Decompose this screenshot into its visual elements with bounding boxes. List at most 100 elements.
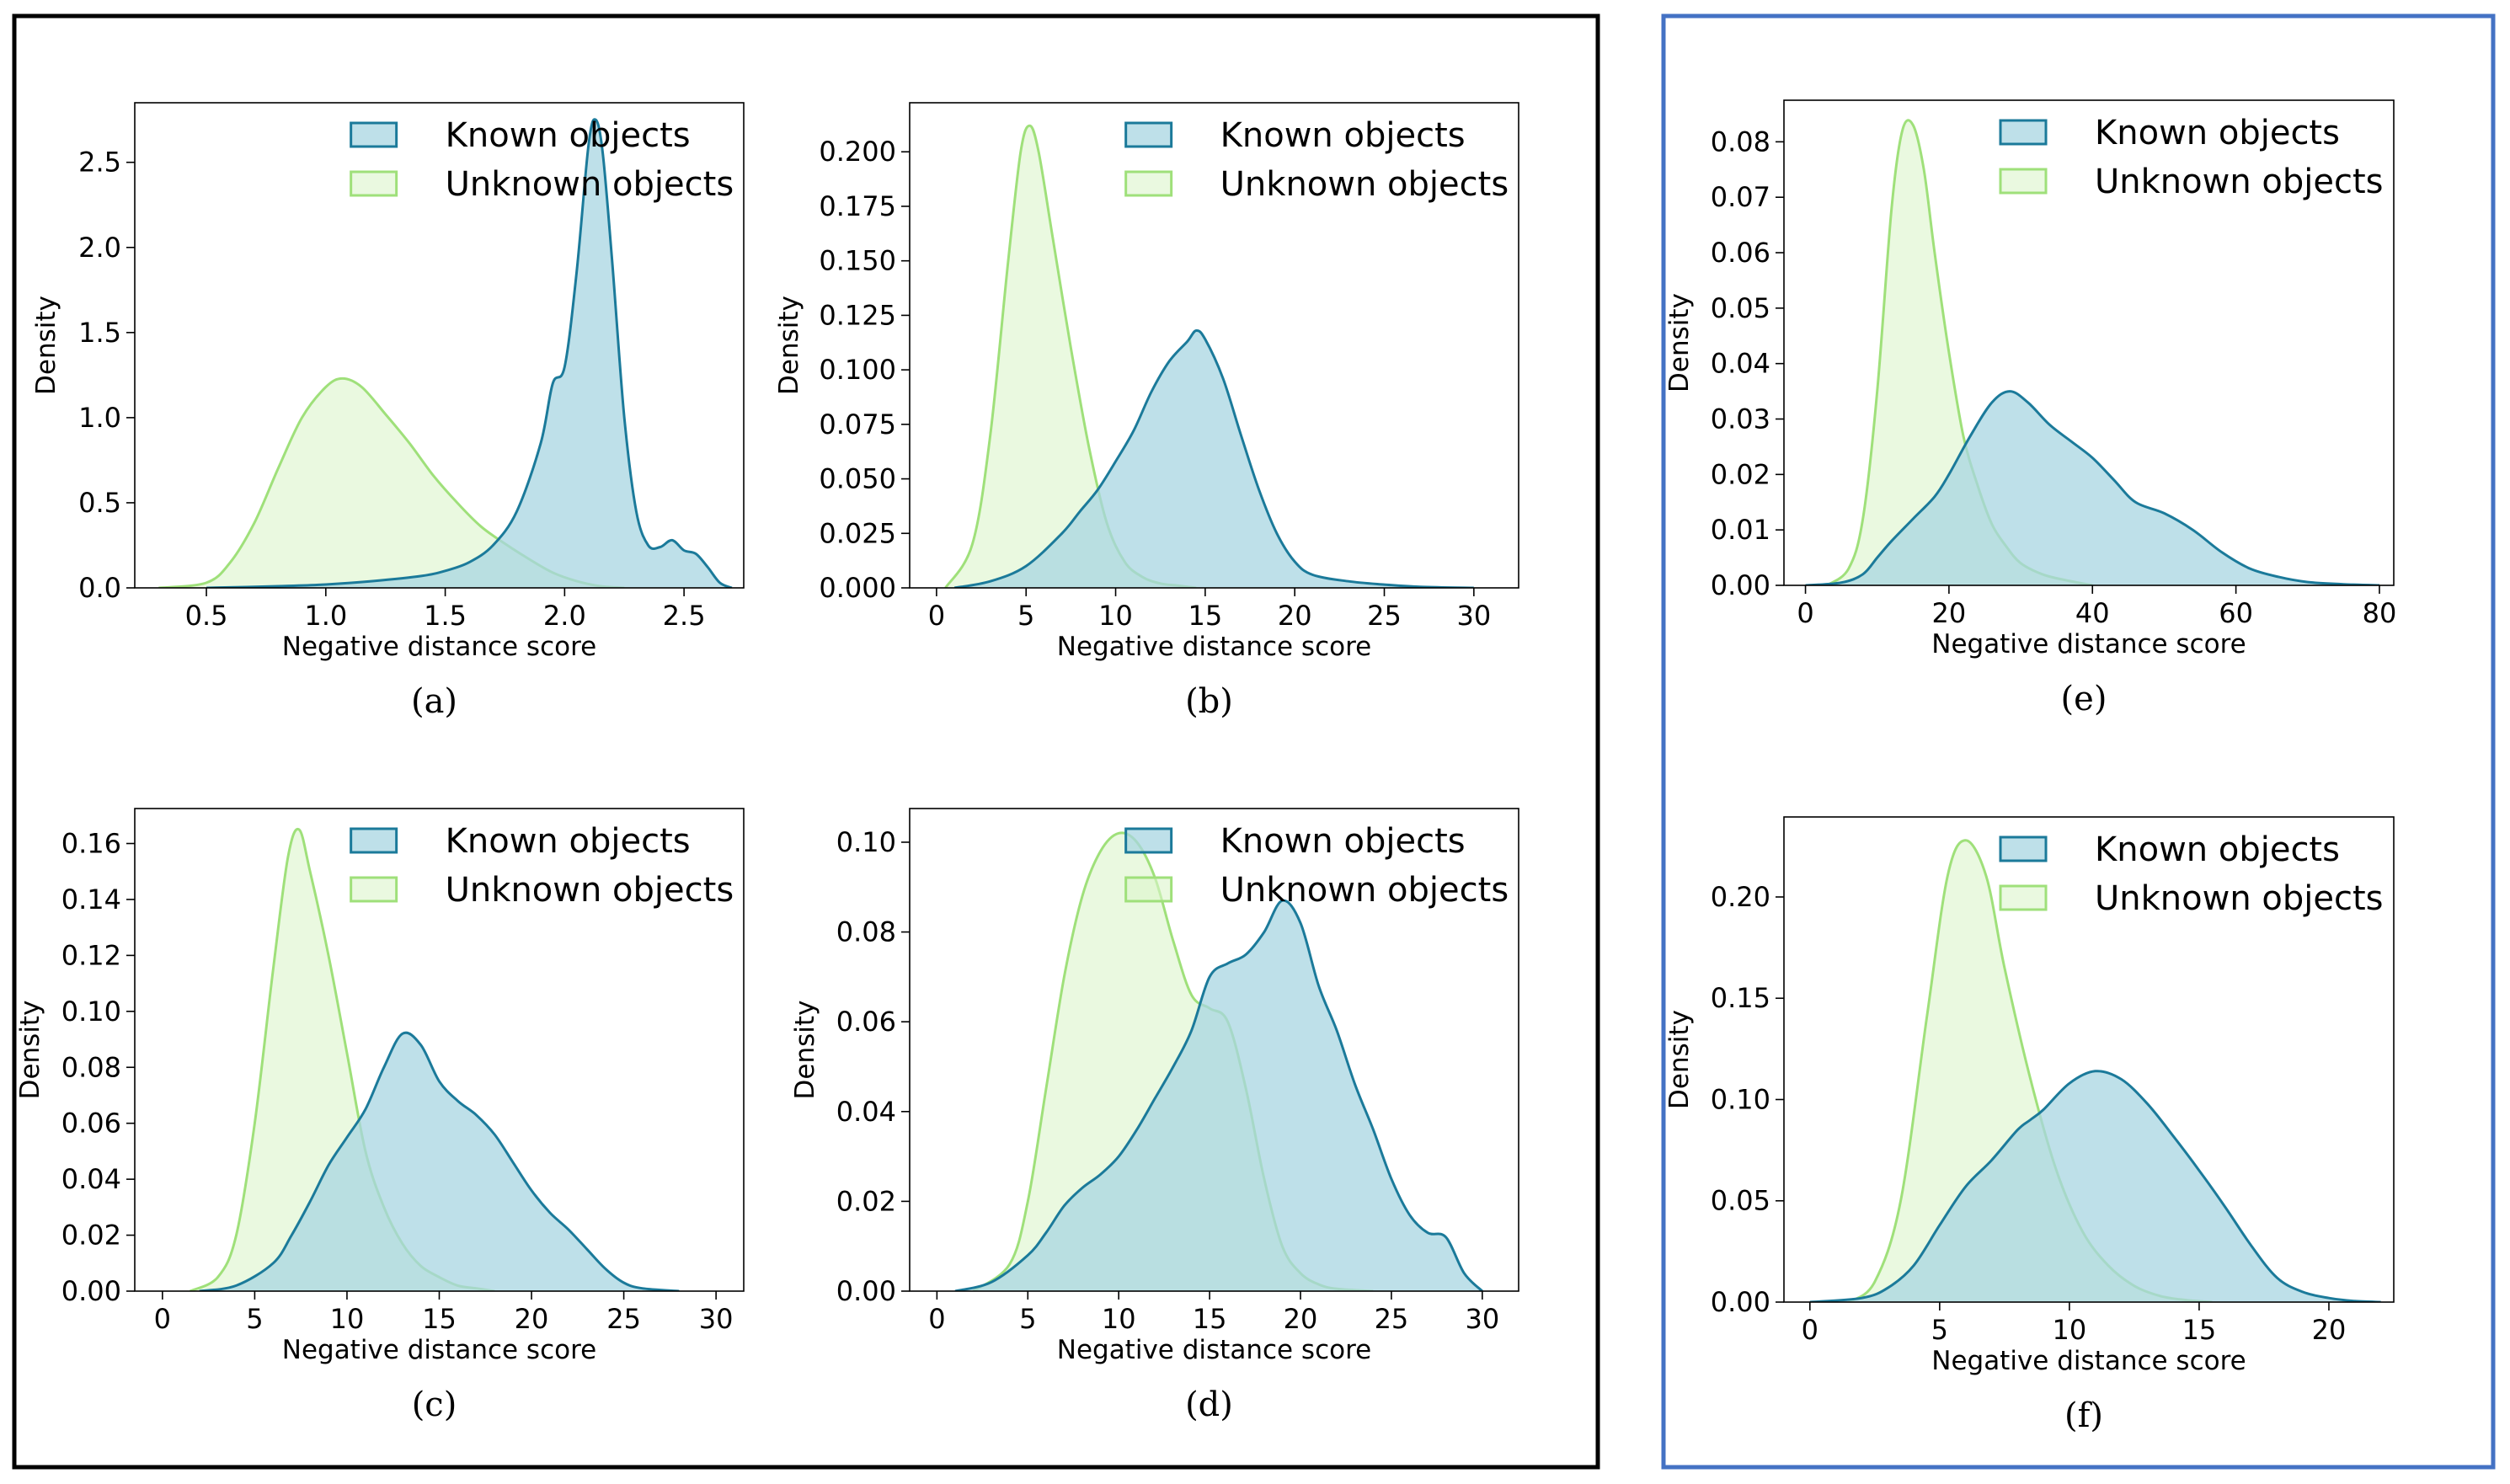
- x-tick-label: 30: [1456, 600, 1491, 632]
- y-tick-label: 0.10: [1711, 1083, 1770, 1115]
- subfigure-caption: (a): [411, 682, 457, 721]
- y-axis-label: Density: [15, 1001, 45, 1100]
- y-tick-label: 0.10: [61, 996, 121, 1028]
- y-tick-label: 0.125: [819, 299, 896, 331]
- series-area-unknown: [1849, 840, 2213, 1302]
- x-tick-label: 20: [1278, 600, 1312, 632]
- left-panel-border: [12, 13, 1600, 1470]
- series-line-known: [1805, 390, 2380, 585]
- x-tick-label: 20: [1284, 1303, 1318, 1335]
- y-tick-label: 0.00: [61, 1275, 121, 1307]
- legend-label-unknown: Unknown objects: [446, 871, 734, 910]
- subfigure-caption: (d): [1185, 1385, 1233, 1424]
- y-tick-label: 0.00: [836, 1275, 896, 1307]
- x-tick-label: 40: [2075, 597, 2110, 629]
- plot-frame: [909, 808, 1519, 1292]
- x-axis-label: Negative distance score: [1931, 1346, 2246, 1376]
- y-tick-label: 0.02: [1711, 458, 1770, 490]
- y-tick-label: 0.07: [1711, 181, 1770, 213]
- legend-swatch-unknown: [1124, 876, 1173, 903]
- legend: Known objects Unknown objects: [1999, 830, 2384, 918]
- y-tick-label: 0.075: [819, 408, 896, 440]
- plot-frame: [909, 102, 1519, 589]
- x-tick-label: 25: [1375, 1303, 1409, 1335]
- y-tick-label: 1.0: [78, 402, 121, 434]
- series-area-known: [1805, 391, 2379, 585]
- chart-f: 0 5 10 15 20 0.00 0.05 0.10 0.15 0.20 Density Negat…: [1664, 816, 2395, 1435]
- x-tick-label: 15: [1193, 1303, 1227, 1335]
- x-tick-label: 2.5: [663, 600, 706, 632]
- series-area-known: [206, 119, 732, 588]
- y-tick-label: 0.16: [61, 828, 121, 860]
- y-axis-label: Density: [790, 1001, 820, 1100]
- series-area-unknown: [158, 378, 625, 588]
- legend: Known objects Unknown objects: [1999, 114, 2384, 201]
- y-tick-label: 2.0: [78, 232, 121, 264]
- x-tick-label: 10: [330, 1303, 365, 1335]
- legend-label-unknown: Unknown objects: [446, 165, 734, 204]
- legend-label-unknown: Unknown objects: [1220, 871, 1509, 910]
- x-tick-label: 20: [1932, 597, 1967, 629]
- series-area-unknown: [1827, 120, 2093, 585]
- plot-frame: [1783, 816, 2395, 1303]
- x-tick-label: 0: [1802, 1314, 1818, 1346]
- x-tick-label: 20: [515, 1303, 549, 1335]
- y-axis-label: Density: [1664, 1010, 1695, 1109]
- x-tick-label: 30: [699, 1303, 734, 1335]
- x-tick-label: 10: [2053, 1314, 2087, 1346]
- legend-swatch-known: [350, 121, 398, 148]
- y-axis-label: Density: [1664, 293, 1695, 392]
- y-axis-label: Density: [774, 296, 804, 395]
- y-tick-label: 0.08: [61, 1051, 121, 1083]
- y-tick-label: 0.01: [1711, 514, 1770, 546]
- right-panel-border: [1661, 13, 2496, 1470]
- x-tick-label: 1.5: [424, 600, 467, 632]
- y-tick-label: 0.03: [1711, 403, 1770, 435]
- legend: Known objects Unknown objects: [1124, 822, 1509, 910]
- x-tick-label: 15: [1188, 600, 1223, 632]
- series-line-known: [954, 899, 1483, 1291]
- y-tick-label: 0.06: [1711, 237, 1770, 269]
- y-tick-label: 1.5: [78, 317, 121, 349]
- legend-swatch-unknown: [1124, 170, 1173, 197]
- chart-c: 0 5 10 15 20 25 30 0.00 0.02 0.04 0.06 0.08 0.10 0.12…: [15, 808, 745, 1424]
- series-line-known: [206, 118, 733, 588]
- x-tick-label: 5: [1019, 1303, 1036, 1335]
- y-tick-label: 0.06: [836, 1006, 896, 1038]
- series-area-unknown: [973, 832, 1374, 1291]
- legend: Known objects Unknown objects: [350, 822, 734, 910]
- y-tick-label: 0.08: [1711, 125, 1770, 157]
- y-tick-label: 0.06: [61, 1108, 121, 1140]
- x-tick-label: 25: [1367, 600, 1402, 632]
- x-axis-label: Negative distance score: [282, 632, 596, 662]
- chart-b: 0 5 10 15 20 25 30 0.000 0.025 0.050 0.075 0.100 0.1…: [774, 102, 1519, 721]
- x-tick-label: 20: [2312, 1314, 2347, 1346]
- legend-label-known: Known objects: [2095, 830, 2340, 869]
- x-tick-label: 10: [1098, 600, 1133, 632]
- series-area-known: [955, 900, 1482, 1291]
- legend-label-unknown: Unknown objects: [2095, 879, 2384, 918]
- series-area-unknown: [190, 829, 495, 1291]
- x-axis-label: Negative distance score: [282, 1335, 596, 1365]
- y-tick-label: 0.15: [1711, 982, 1770, 1014]
- y-tick-label: 0.14: [61, 883, 121, 915]
- y-tick-label: 2.5: [78, 147, 121, 179]
- legend-swatch-unknown: [350, 170, 398, 197]
- x-axis-label: Negative distance score: [1057, 1335, 1371, 1365]
- legend-label-unknown: Unknown objects: [2095, 163, 2384, 201]
- y-tick-label: 0.100: [819, 354, 896, 386]
- y-tick-label: 0.04: [1711, 348, 1770, 380]
- series-line-known: [953, 328, 1474, 588]
- x-tick-label: 0: [154, 1303, 171, 1335]
- legend-swatch-known: [1999, 119, 2048, 146]
- legend-swatch-known: [1999, 835, 2048, 862]
- legend-label-unknown: Unknown objects: [1220, 165, 1509, 204]
- legend-swatch-known: [1124, 121, 1173, 148]
- legend: Known objects Unknown objects: [350, 116, 734, 204]
- y-tick-label: 0.05: [1711, 1185, 1770, 1217]
- y-tick-label: 0.050: [819, 463, 896, 495]
- x-tick-label: 0.5: [185, 600, 228, 632]
- chart-e: 0 20 40 60 80 0.00 0.01 0.02 0.03 0.04 0.05 0.06 0.0…: [1664, 99, 2396, 718]
- x-tick-label: 60: [2219, 597, 2253, 629]
